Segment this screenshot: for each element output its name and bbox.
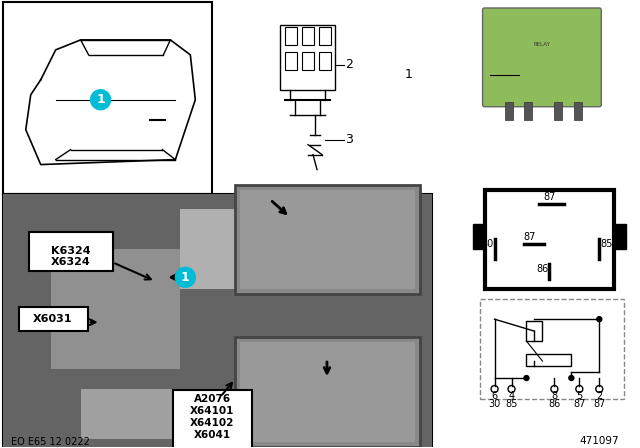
Bar — [484, 190, 614, 289]
Text: A2076: A2076 — [194, 394, 231, 404]
Circle shape — [576, 386, 583, 392]
Bar — [285, 52, 297, 70]
Bar — [81, 389, 280, 439]
Bar — [302, 52, 314, 70]
Text: RELAY: RELAY — [534, 43, 550, 47]
Bar — [472, 224, 484, 250]
Text: 1: 1 — [96, 93, 105, 106]
Text: X64101: X64101 — [190, 406, 234, 416]
Bar — [3, 194, 432, 447]
Text: 3: 3 — [345, 133, 353, 146]
Text: X6041: X6041 — [194, 430, 231, 440]
Text: X64102: X64102 — [190, 418, 234, 428]
Text: 2: 2 — [596, 391, 602, 401]
Text: 5: 5 — [576, 391, 582, 401]
Text: 86: 86 — [548, 399, 561, 409]
Circle shape — [175, 267, 195, 287]
Text: 87: 87 — [573, 399, 586, 409]
Bar — [527, 354, 572, 366]
Text: 85: 85 — [600, 239, 612, 250]
Circle shape — [596, 317, 602, 322]
Text: 30: 30 — [488, 399, 500, 409]
Bar — [180, 210, 260, 289]
Text: 87: 87 — [543, 193, 556, 202]
Circle shape — [508, 386, 515, 392]
Bar — [554, 102, 563, 120]
Bar — [51, 250, 180, 369]
Circle shape — [569, 375, 574, 380]
FancyBboxPatch shape — [173, 390, 252, 448]
Circle shape — [491, 386, 498, 392]
Text: 86: 86 — [536, 264, 548, 274]
Bar — [240, 190, 415, 289]
Text: EO E65 12 0222: EO E65 12 0222 — [11, 437, 90, 447]
Bar — [479, 299, 624, 399]
Text: 4: 4 — [508, 391, 515, 401]
Text: K6324: K6324 — [51, 246, 90, 256]
Bar — [574, 102, 582, 120]
Bar — [280, 25, 335, 90]
Bar — [236, 337, 420, 447]
Bar — [504, 102, 513, 120]
Text: 6: 6 — [492, 391, 498, 401]
Bar — [524, 102, 532, 120]
Circle shape — [91, 90, 111, 110]
Text: 8: 8 — [551, 391, 557, 401]
Text: 85: 85 — [506, 399, 518, 409]
Bar — [527, 321, 543, 341]
Text: X6031: X6031 — [33, 314, 72, 324]
FancyBboxPatch shape — [19, 307, 88, 331]
Bar — [319, 52, 331, 70]
Text: 1: 1 — [404, 68, 413, 81]
FancyBboxPatch shape — [29, 233, 113, 271]
Bar — [240, 342, 415, 442]
Text: X6324: X6324 — [51, 257, 90, 267]
Text: 2: 2 — [345, 58, 353, 71]
Bar — [3, 194, 432, 447]
Bar — [319, 27, 331, 45]
Bar — [236, 185, 420, 294]
Bar — [302, 27, 314, 45]
Circle shape — [524, 375, 529, 380]
Bar — [285, 27, 297, 45]
Circle shape — [596, 386, 603, 392]
Text: 1: 1 — [181, 271, 189, 284]
Circle shape — [551, 386, 558, 392]
FancyBboxPatch shape — [483, 8, 601, 107]
Bar — [3, 2, 212, 194]
Text: 30: 30 — [481, 239, 493, 250]
Text: 87: 87 — [593, 399, 605, 409]
Text: 87: 87 — [524, 233, 536, 242]
Bar — [614, 224, 626, 250]
Text: 471097: 471097 — [580, 436, 620, 446]
